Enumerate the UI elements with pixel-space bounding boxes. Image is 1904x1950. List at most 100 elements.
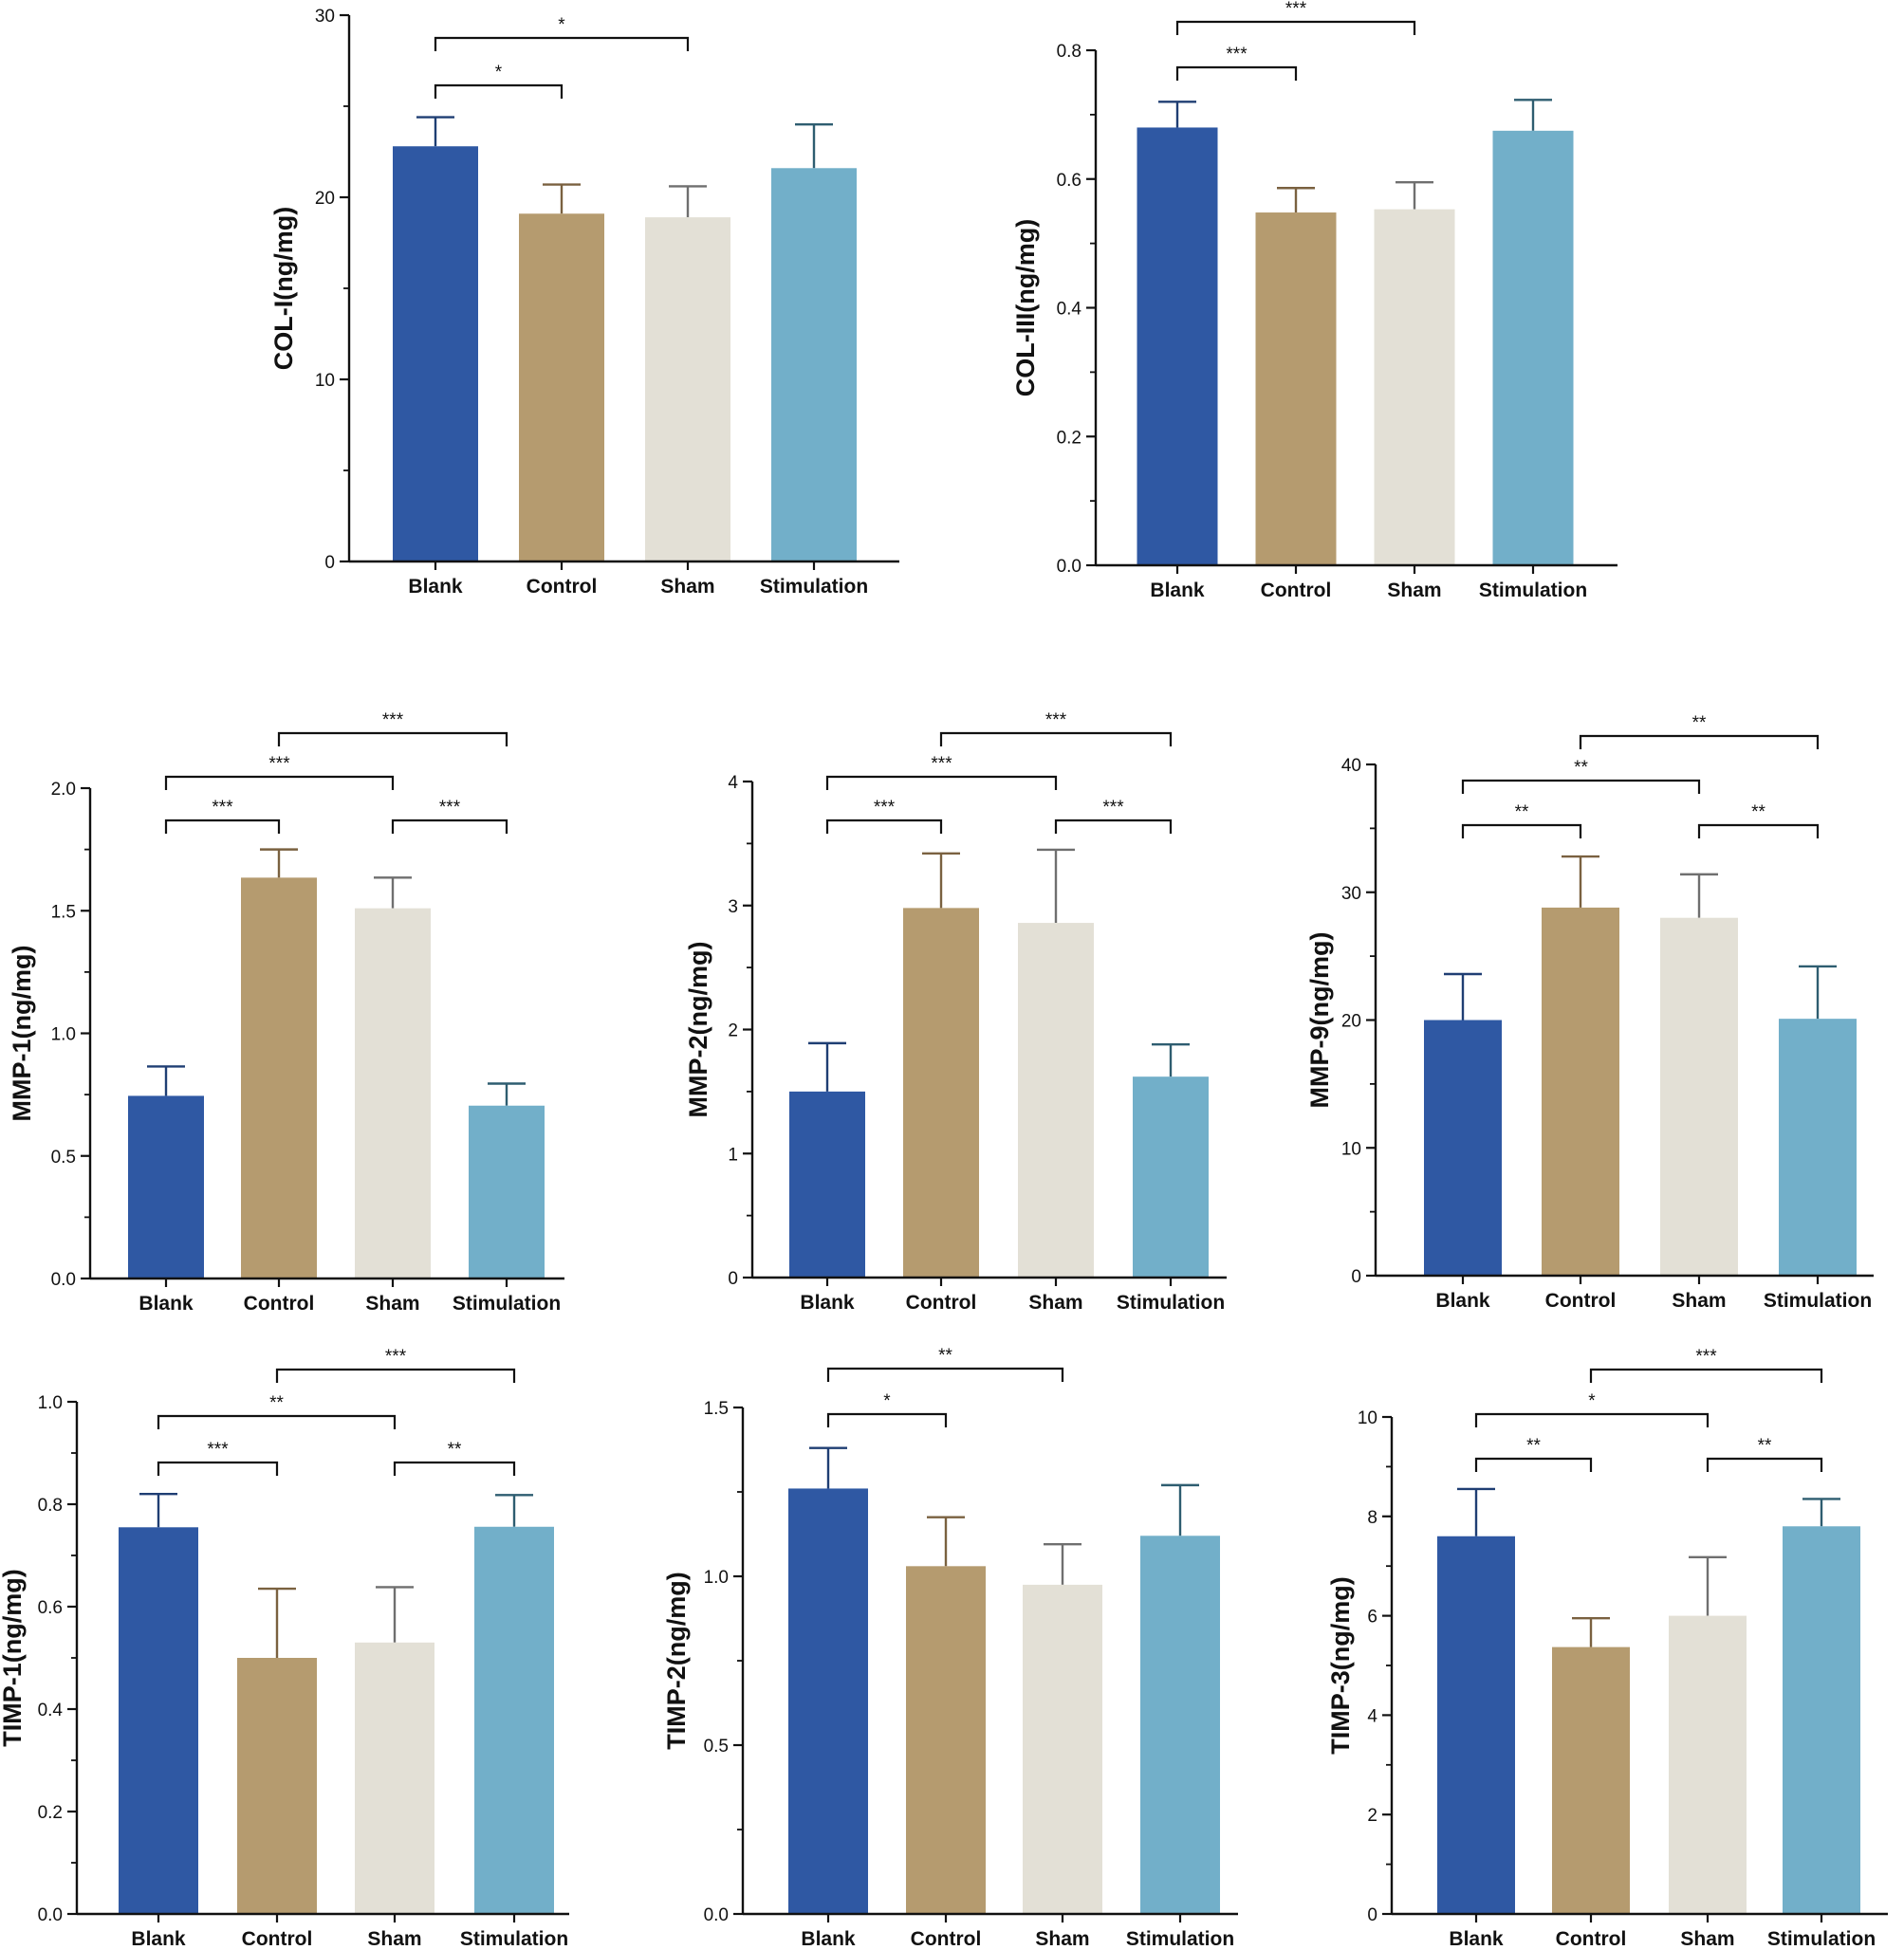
- significance-label: **: [938, 1346, 952, 1366]
- y-tick-label: 2.0: [51, 780, 76, 800]
- significance-bracket: [826, 1367, 1064, 1382]
- x-tick-label: Blank: [139, 1293, 194, 1315]
- y-tick-label: 0.4: [1057, 300, 1082, 320]
- x-tick-label: Sham: [1672, 1290, 1726, 1312]
- y-tick-label: 1: [728, 1145, 738, 1165]
- y-tick-label: 40: [1341, 756, 1361, 776]
- bar-stimulation: [1133, 1076, 1209, 1278]
- bar-control: [906, 1566, 986, 1914]
- x-tick-label: Stimulation: [453, 1293, 561, 1315]
- chart-panel-7: Blank Control Sham Stimulation 0.0 0.5 1.0 1.5 T…: [662, 1346, 1238, 1950]
- bar-stimulation: [1140, 1536, 1220, 1914]
- bar-sham: [1023, 1584, 1102, 1914]
- bar-sham: [1660, 917, 1738, 1276]
- x-tick-label: Sham: [1387, 579, 1441, 601]
- y-tick-label: 0.0: [38, 1905, 63, 1925]
- significance-label: **: [1751, 802, 1765, 822]
- significance-label: ***: [931, 754, 952, 774]
- significance-bracket: [1474, 1457, 1593, 1472]
- x-tick-label: Stimulation: [1764, 1290, 1872, 1312]
- y-axis-title: TIMP-3(ng/mg): [1326, 1576, 1355, 1754]
- significance-bracket: [939, 731, 1173, 746]
- bar-stimulation: [1492, 130, 1574, 565]
- x-tick-label: Stimulation: [1479, 579, 1587, 601]
- significance-bracket: [434, 36, 690, 51]
- bar-sham: [645, 217, 730, 561]
- significance-label: ***: [1226, 45, 1248, 64]
- y-axis-title: COL-I(ng/mg): [269, 207, 298, 370]
- y-tick-label: 0.0: [1057, 557, 1081, 577]
- y-tick-label: 1.5: [51, 902, 76, 922]
- significance-label: *: [558, 15, 565, 35]
- significance-label: **: [1526, 1436, 1541, 1456]
- x-tick-label: Blank: [1435, 1290, 1490, 1312]
- bar-stimulation: [771, 168, 857, 561]
- bar-blank: [1137, 127, 1218, 565]
- y-tick-label: 4: [1367, 1706, 1377, 1726]
- x-tick-label: Control: [1556, 1928, 1627, 1950]
- significance-bracket: [1175, 65, 1298, 81]
- significance-bracket: [825, 819, 943, 834]
- y-tick-label: 20: [315, 189, 335, 209]
- significance-label: ***: [382, 710, 404, 730]
- significance-label: ***: [1695, 1347, 1717, 1367]
- bar-stimulation: [1783, 1526, 1860, 1914]
- y-axis-title: TIMP-2(ng/mg): [662, 1572, 691, 1749]
- chart-panel-1: Blank Control Sham Stimulation 0 10 20 30 COL-I(…: [269, 7, 899, 598]
- significance-label: ***: [1285, 0, 1307, 19]
- bar-sham: [355, 908, 431, 1279]
- x-tick-label: Sham: [365, 1293, 419, 1315]
- y-tick-label: 0.5: [51, 1148, 76, 1168]
- y-tick-label: 20: [1341, 1012, 1361, 1032]
- x-tick-label: Blank: [801, 1928, 856, 1950]
- bar-control: [1542, 907, 1619, 1276]
- y-tick-label: 1.0: [704, 1568, 729, 1588]
- bar-control: [1552, 1646, 1630, 1914]
- bar-sham: [355, 1642, 434, 1914]
- y-axis-title: MMP-2(ng/mg): [684, 942, 712, 1118]
- bar-blank: [1424, 1020, 1502, 1276]
- significance-label: *: [1588, 1391, 1596, 1411]
- x-tick-label: Control: [242, 1928, 313, 1950]
- significance-bracket: [1461, 823, 1582, 838]
- significance-label: ***: [207, 1440, 229, 1460]
- x-tick-label: Stimulation: [1767, 1928, 1876, 1950]
- y-tick-label: 0.8: [1057, 42, 1081, 62]
- significance-bracket: [1697, 823, 1820, 838]
- y-tick-label: 3: [728, 897, 738, 917]
- y-tick-label: 8: [1367, 1508, 1377, 1528]
- chart-panel-5: Blank Control Sham Stimulation 0 10 20 30 40 MMP-…: [1305, 713, 1874, 1312]
- significance-bracket: [393, 1461, 516, 1476]
- significance-bracket: [157, 1461, 279, 1476]
- chart-panel-2: Blank Control Sham Stimulation 0.0 0.2 0.4 0.6 0…: [1011, 0, 1617, 601]
- significance-label: ***: [439, 798, 461, 818]
- significance-label: **: [269, 1393, 284, 1413]
- significance-label: ***: [385, 1347, 407, 1367]
- x-tick-label: Control: [1261, 579, 1332, 601]
- chart-panel-6: Blank Control Sham Stimulation 0.0 0.2 0.4 0.6 0…: [0, 1347, 569, 1950]
- x-tick-label: Blank: [800, 1292, 855, 1314]
- significance-bracket: [1706, 1457, 1823, 1472]
- significance-bracket: [1054, 819, 1173, 834]
- y-tick-label: 0: [1351, 1267, 1361, 1287]
- x-tick-label: Sham: [367, 1928, 421, 1950]
- bar-control: [237, 1658, 317, 1914]
- significance-bracket: [1589, 1368, 1823, 1383]
- significance-bracket: [1461, 779, 1701, 794]
- x-tick-label: Sham: [1035, 1928, 1089, 1950]
- significance-label: **: [1515, 802, 1529, 822]
- significance-bracket: [164, 775, 395, 790]
- y-tick-label: 0.4: [38, 1701, 64, 1720]
- y-tick-label: 10: [315, 371, 335, 391]
- bar-control: [1255, 212, 1337, 566]
- y-tick-label: 2: [1367, 1806, 1377, 1826]
- y-tick-label: 0.6: [38, 1598, 63, 1618]
- bar-sham: [1669, 1615, 1747, 1914]
- significance-label: ***: [212, 798, 233, 818]
- y-tick-label: 1.0: [38, 1393, 63, 1413]
- x-tick-label: Control: [1545, 1290, 1617, 1312]
- y-tick-label: 0.0: [51, 1270, 76, 1290]
- y-tick-label: 0: [728, 1269, 738, 1289]
- y-axis-title: COL-III(ng/mg): [1011, 219, 1040, 396]
- y-tick-label: 10: [1358, 1408, 1377, 1428]
